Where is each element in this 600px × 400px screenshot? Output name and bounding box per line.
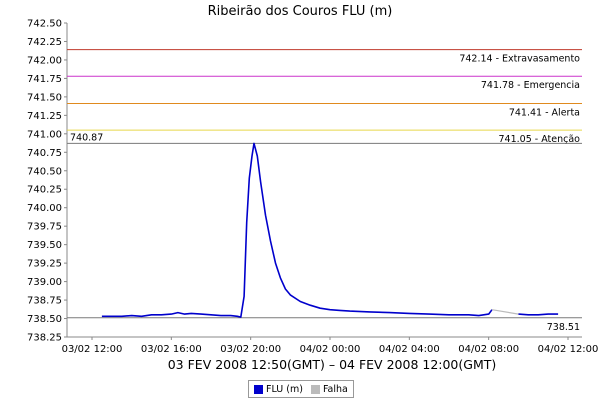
x-tick-label: 04/02 00:00 [300,344,361,355]
y-tick-label: 742.00 [27,55,62,66]
legend-label-flu: FLU (m) [266,383,303,395]
threshold-label: 741.78 - Emergencia [481,80,580,91]
y-tick-label: 741.75 [27,74,62,85]
x-tick-label: 03/02 12:00 [62,344,123,355]
threshold-label: 741.41 - Alerta [509,108,580,119]
y-tick-label: 741.25 [27,111,62,122]
x-tick-label: 03/02 20:00 [220,344,281,355]
min-marker-label: 738.51 [547,322,580,333]
y-tick-label: 738.75 [27,296,62,307]
y-tick-label: 742.25 [27,37,62,48]
threshold-label: 742.14 - Extravasamento [459,54,580,65]
y-tick-label: 739.25 [27,259,62,270]
x-tick-label: 04/02 08:00 [458,344,519,355]
legend-entry-flu: FLU (m) [254,384,303,395]
legend-label-falha: Falha [322,383,348,395]
y-tick-label: 741.50 [27,92,62,103]
legend: FLU (m) Falha [248,380,354,398]
y-tick-label: 740.50 [27,166,62,177]
y-tick-label: 739.50 [27,240,62,251]
chart-title: Ribeirão dos Couros FLU (m) [208,4,393,19]
y-tick-label: 740.25 [27,185,62,196]
threshold-label: 741.05 - Atenção [499,134,581,145]
y-tick-label: 740.00 [27,203,62,214]
x-tick-label: 03/02 16:00 [141,344,202,355]
x-axis-label: 03 FEV 2008 12:50(GMT) – 04 FEV 2008 12:… [168,357,497,372]
x-tick-label: 04/02 12:00 [538,344,599,355]
y-tick-label: 740.75 [27,148,62,159]
y-tick-label: 742.50 [27,19,62,30]
x-tick-label: 04/02 04:00 [379,344,440,355]
y-tick-label: 738.50 [27,314,62,325]
legend-entry-falha: Falha [310,383,348,395]
plot-area: 738.25 738.50 738.75 739.00 739.25 739.50 739.… [27,19,598,356]
y-tick-label: 738.25 [27,333,62,344]
series-line-falha [491,309,519,315]
series-line-flu-m [101,142,559,318]
y-tick-label: 741.00 [27,129,62,140]
legend-swatch-flu [254,384,263,394]
legend-swatch-falha [310,384,320,394]
max-marker-label: 740.87 [70,132,103,143]
y-tick-label: 739.00 [27,277,62,288]
y-tick-label: 739.75 [27,222,62,233]
